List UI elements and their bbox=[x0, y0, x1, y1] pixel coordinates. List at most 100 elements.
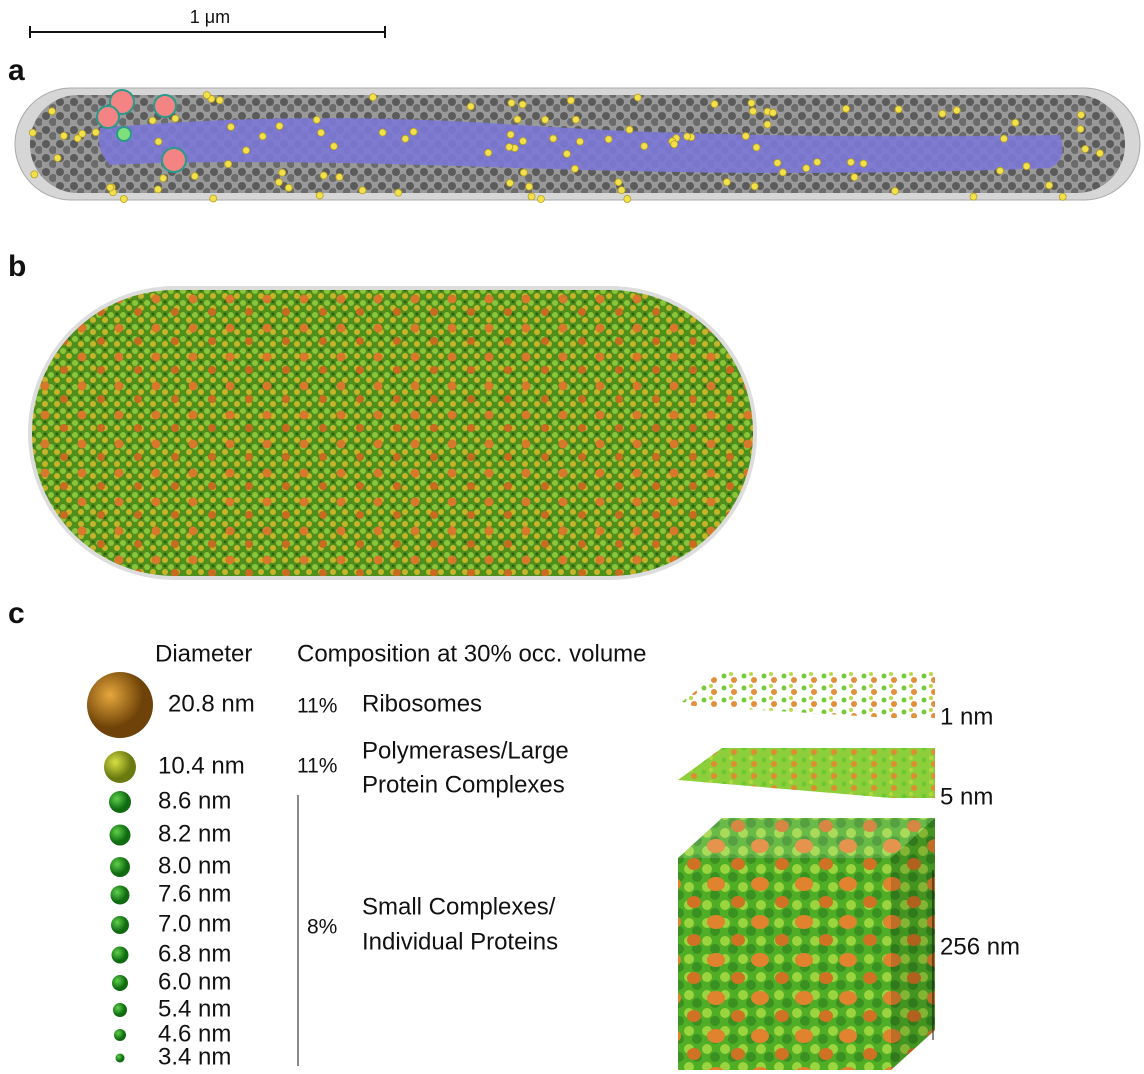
yellow-particle bbox=[634, 94, 641, 101]
yellow-particle bbox=[520, 138, 527, 145]
yellow-particle bbox=[572, 116, 579, 123]
size-label: 10.4 nm bbox=[158, 752, 245, 779]
yellow-particle bbox=[576, 138, 583, 145]
yellow-particle bbox=[891, 188, 898, 195]
yellow-particle bbox=[507, 131, 514, 138]
yellow-particle bbox=[563, 150, 570, 157]
yellow-particle bbox=[203, 92, 210, 99]
yellow-particle bbox=[320, 172, 327, 179]
group-label: Ribosomes bbox=[362, 690, 482, 717]
size-label: 6.0 nm bbox=[158, 968, 231, 995]
yellow-particle bbox=[895, 106, 902, 113]
particle-sphere bbox=[111, 886, 130, 905]
yellow-particle bbox=[779, 169, 786, 176]
yellow-particle bbox=[402, 135, 409, 142]
size-label: 5.4 nm bbox=[158, 995, 231, 1022]
yellow-particle bbox=[750, 108, 757, 115]
yellow-particle bbox=[684, 133, 691, 140]
yellow-particle bbox=[542, 116, 549, 123]
yellow-particle bbox=[997, 167, 1004, 174]
yellow-particle bbox=[843, 105, 850, 112]
particle-sphere bbox=[87, 672, 153, 738]
yellow-particle bbox=[285, 184, 292, 191]
particle-sphere bbox=[113, 1003, 127, 1017]
yellow-particle bbox=[210, 195, 217, 202]
yellow-particle bbox=[537, 196, 544, 203]
size-label: 8.2 nm bbox=[158, 820, 231, 847]
panel-label: c bbox=[8, 597, 25, 630]
yellow-particle bbox=[671, 141, 678, 148]
yellow-particle bbox=[723, 179, 730, 186]
yellow-particle bbox=[1046, 182, 1053, 189]
yellow-particle bbox=[571, 165, 578, 172]
yellow-particle bbox=[120, 196, 127, 203]
yellow-particle bbox=[519, 101, 526, 108]
yellow-particle bbox=[1078, 111, 1085, 118]
yellow-particle bbox=[753, 144, 760, 151]
yellow-particle bbox=[313, 116, 320, 123]
yellow-particle bbox=[467, 103, 474, 110]
percent: 8% bbox=[307, 916, 337, 939]
yellow-particle bbox=[243, 147, 250, 154]
percent: 11% bbox=[297, 755, 337, 778]
slice-label: 5 nm bbox=[940, 783, 993, 810]
yellow-particle bbox=[379, 129, 386, 136]
yellow-particle bbox=[60, 132, 67, 139]
yellow-particle bbox=[567, 97, 574, 104]
yellow-particle bbox=[336, 174, 343, 181]
group-label: Individual Proteins bbox=[362, 928, 558, 955]
yellow-particle bbox=[618, 187, 625, 194]
yellow-particle bbox=[751, 183, 758, 190]
panel-label: a bbox=[8, 54, 25, 87]
yellow-particle bbox=[216, 97, 223, 104]
size-label: 7.6 nm bbox=[158, 880, 231, 907]
yellow-particle bbox=[369, 94, 376, 101]
percent: 11% bbox=[297, 695, 337, 718]
yellow-particle bbox=[275, 179, 282, 186]
yellow-particle bbox=[605, 136, 612, 143]
yellow-particle bbox=[847, 159, 854, 166]
yellow-particle bbox=[953, 107, 960, 114]
particle-sphere bbox=[110, 857, 130, 877]
cube bbox=[678, 818, 935, 1070]
yellow-particle bbox=[624, 195, 631, 202]
group-label: Small Complexes/ bbox=[362, 893, 556, 920]
yellow-particle bbox=[1000, 135, 1007, 142]
yellow-particle bbox=[526, 183, 533, 190]
particle-sphere bbox=[110, 825, 131, 846]
yellow-particle bbox=[814, 159, 821, 166]
yellow-particle bbox=[1023, 163, 1030, 170]
size-label: 8.6 nm bbox=[158, 787, 231, 814]
yellow-particle bbox=[764, 121, 771, 128]
yellow-particle bbox=[191, 173, 198, 180]
size-list: 20.8 nm10.4 nm8.6 nm8.2 nm8.0 nm7.6 nm7.… bbox=[87, 672, 255, 1070]
yellow-particle bbox=[318, 129, 325, 136]
yellow-particle bbox=[506, 180, 513, 187]
cell-image-b bbox=[28, 286, 757, 580]
group-label: Protein Complexes bbox=[362, 771, 565, 798]
yellow-particle bbox=[410, 128, 417, 135]
yellow-particle bbox=[1012, 119, 1019, 126]
yellow-particle bbox=[154, 186, 161, 193]
yellow-particle bbox=[711, 101, 718, 108]
yellow-particle bbox=[92, 129, 99, 136]
yellow-particle bbox=[172, 115, 179, 122]
yellow-particle bbox=[528, 193, 535, 200]
yellow-particle bbox=[48, 108, 55, 115]
yellow-particle bbox=[520, 169, 527, 176]
yellow-particle bbox=[31, 171, 38, 178]
yellow-particle bbox=[54, 155, 61, 162]
particle-sphere bbox=[111, 916, 129, 934]
header: Diameter bbox=[155, 640, 252, 667]
yellow-particle bbox=[29, 129, 36, 136]
yellow-particle bbox=[514, 116, 521, 123]
yellow-particle bbox=[1059, 193, 1066, 200]
size-label: 3.4 nm bbox=[158, 1043, 231, 1070]
panel-label: b bbox=[8, 250, 26, 283]
figure: 1 μm a b c Diameter Composition at 30% o… bbox=[0, 0, 1144, 1074]
size-label: 7.0 nm bbox=[158, 910, 231, 937]
size-label: 20.8 nm bbox=[168, 690, 255, 717]
yellow-particle bbox=[774, 159, 781, 166]
yellow-particle bbox=[227, 123, 234, 130]
yellow-particle bbox=[970, 193, 977, 200]
